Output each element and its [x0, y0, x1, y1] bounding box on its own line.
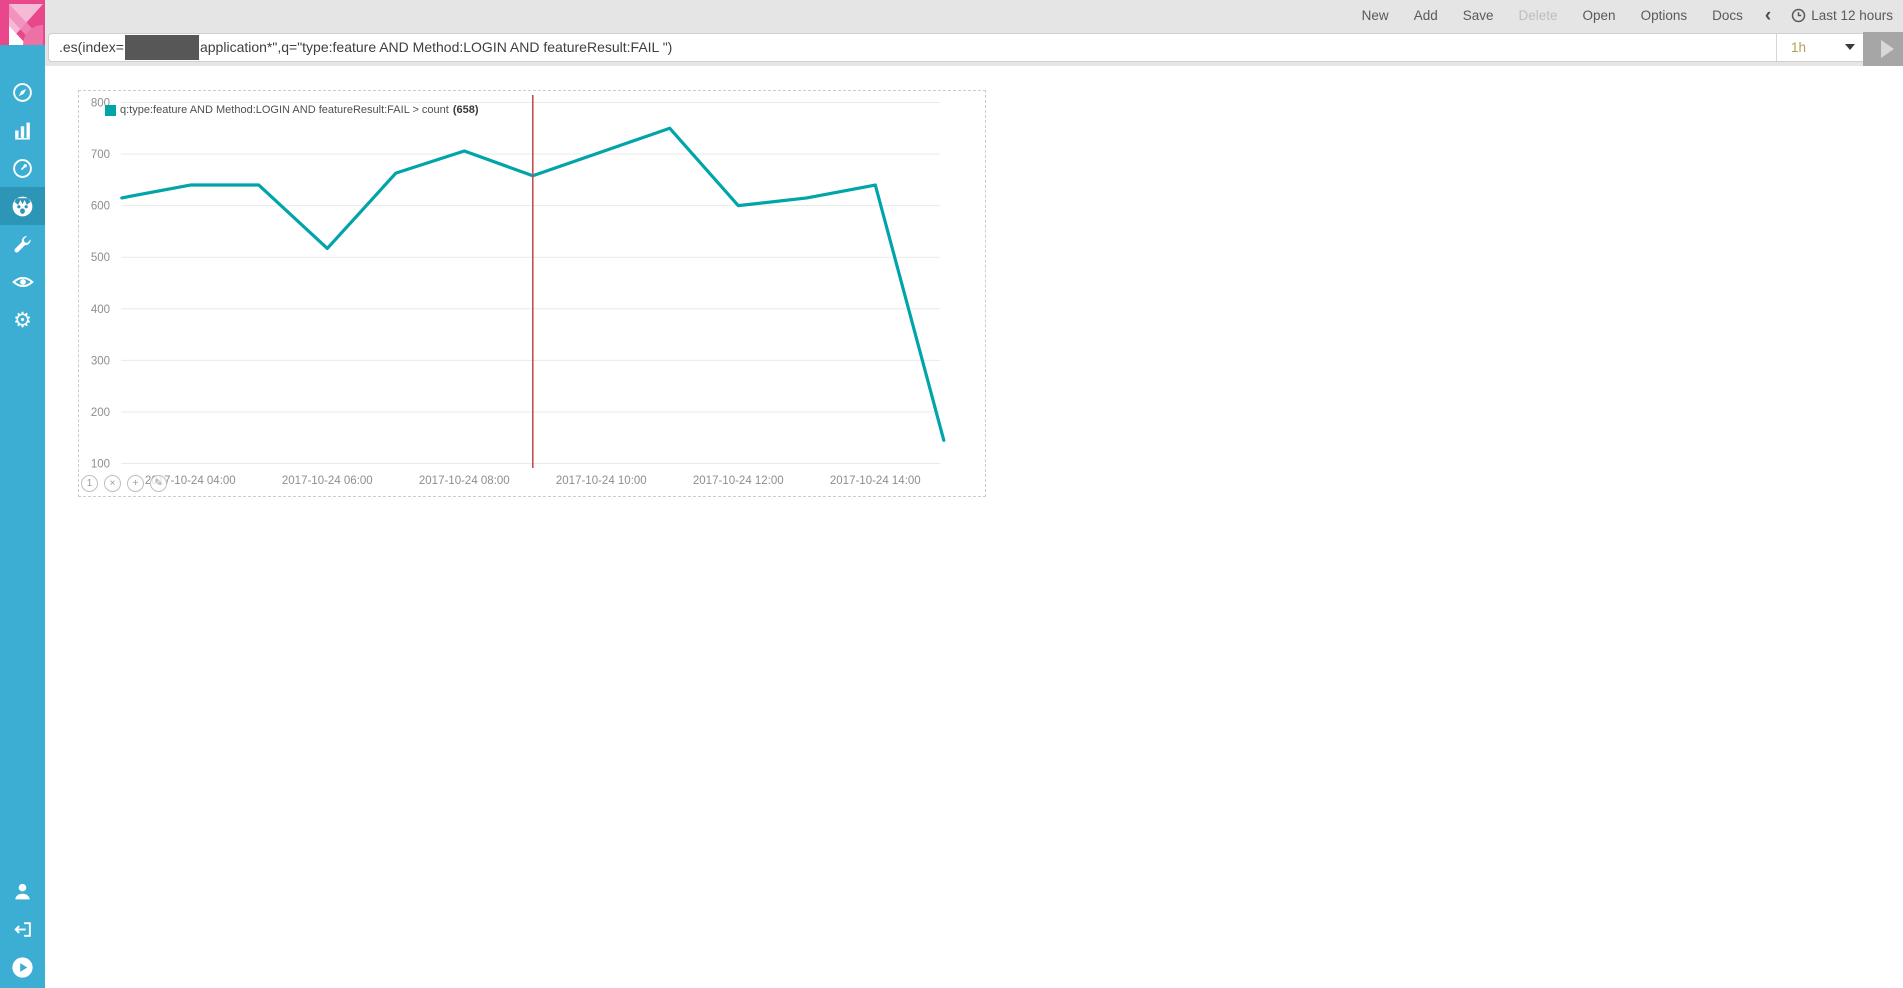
nav-item-save[interactable]: Save	[1462, 8, 1494, 23]
panel-button-remove[interactable]: ×	[104, 475, 121, 492]
timelion-chart-panel[interactable]: q:type:feature AND Method:LOGIN AND feat…	[78, 90, 986, 497]
nav-item-open[interactable]: Open	[1582, 8, 1616, 23]
logout-icon	[14, 921, 31, 937]
sidebar-nav: ⚙	[0, 73, 45, 339]
play-circle-icon	[12, 956, 33, 978]
query-bar: .es(index= application*",q="type:feature …	[45, 31, 1903, 66]
kibana-logo[interactable]	[0, 0, 45, 45]
timepicker-button[interactable]: Last 12 hours	[1791, 8, 1893, 23]
chevron-down-icon	[1845, 44, 1855, 50]
sidebar: ⚙	[0, 0, 45, 988]
sidebar-item-logout[interactable]	[0, 910, 45, 948]
wrench-icon	[14, 235, 31, 253]
sidebar-item-visualize[interactable]	[0, 111, 45, 149]
panel-button-edit[interactable]: ✎	[150, 475, 167, 492]
sidebar-item-dev-tools[interactable]	[0, 225, 45, 263]
sidebar-item-dashboard[interactable]	[0, 149, 45, 187]
x-tick-label: 2017-10-24 08:00	[419, 475, 510, 487]
sidebar-item-discover[interactable]	[0, 73, 45, 111]
panel-button-pan[interactable]: +	[127, 475, 144, 492]
expression-suffix: application*",q="type:feature AND Method…	[199, 39, 673, 55]
interval-value: 1h	[1791, 39, 1807, 55]
x-tick-label: 2017-10-24 10:00	[556, 475, 647, 487]
y-tick-label: 400	[91, 304, 110, 316]
sidebar-item-timelion[interactable]	[0, 187, 45, 225]
compass-icon	[13, 82, 32, 102]
gauge-icon	[13, 158, 32, 178]
gear-icon: ⚙	[13, 307, 32, 332]
chart-legend[interactable]: q:type:feature AND Method:LOGIN AND feat…	[105, 104, 479, 116]
nav-item-delete: Delete	[1518, 8, 1558, 23]
y-tick-label: 200	[91, 407, 110, 419]
eye-icon	[11, 276, 34, 288]
legend-label: q:type:feature AND Method:LOGIN AND feat…	[120, 104, 449, 116]
nav-item-add[interactable]: Add	[1413, 8, 1438, 23]
x-tick-label: 2017-10-24 04:00	[145, 475, 236, 487]
x-tick-label: 2017-10-24 14:00	[830, 475, 921, 487]
clock-icon	[1791, 8, 1806, 23]
y-tick-label: 100	[91, 458, 110, 470]
timelion-face-icon	[12, 196, 33, 216]
expression-strip: .es(index= application*",q="type:feature …	[48, 32, 1866, 62]
bar-chart-icon	[15, 122, 30, 140]
nav-item-options[interactable]: Options	[1640, 8, 1688, 23]
y-tick-label: 600	[91, 201, 110, 213]
sidebar-bottom-nav	[0, 872, 45, 986]
sidebar-item-management[interactable]: ⚙	[0, 301, 45, 339]
y-tick-label: 500	[91, 252, 110, 264]
chevron-left-icon[interactable]: ‹	[1764, 4, 1772, 26]
user-icon	[15, 883, 30, 899]
y-tick-label: 300	[91, 355, 110, 367]
sidebar-item-monitoring[interactable]	[0, 263, 45, 301]
panel-buttons: 1 × + ✎	[81, 475, 173, 492]
topnav-items: New Add Save Delete Open Options Docs	[1337, 8, 1743, 23]
sidebar-item-collapse[interactable]	[0, 948, 45, 986]
y-tick-label: 700	[91, 149, 110, 161]
timelion-expression-input[interactable]: .es(index= application*",q="type:feature …	[49, 34, 1776, 61]
legend-value: (658)	[452, 104, 479, 116]
x-tick-label: 2017-10-24 06:00	[282, 475, 373, 487]
nav-item-docs[interactable]: Docs	[1712, 8, 1743, 23]
nav-item-new[interactable]: New	[1361, 8, 1389, 23]
play-icon	[1880, 40, 1894, 58]
top-navbar: New Add Save Delete Open Options Docs ‹ Last 1…	[45, 0, 1903, 31]
top-chrome: New Add Save Delete Open Options Docs ‹ Last 1…	[45, 0, 1903, 66]
x-tick-label: 2017-10-24 12:00	[693, 475, 784, 487]
sidebar-item-account[interactable]	[0, 872, 45, 910]
expression-prefix: .es(index=	[59, 39, 124, 55]
interval-select[interactable]: 1h	[1776, 33, 1865, 61]
run-expression-button[interactable]	[1863, 32, 1903, 66]
redaction-box	[124, 34, 199, 60]
time-range-label: Last 12 hours	[1811, 8, 1893, 23]
panel-button-series-toggle[interactable]: 1	[81, 475, 98, 492]
legend-swatch	[105, 104, 116, 116]
